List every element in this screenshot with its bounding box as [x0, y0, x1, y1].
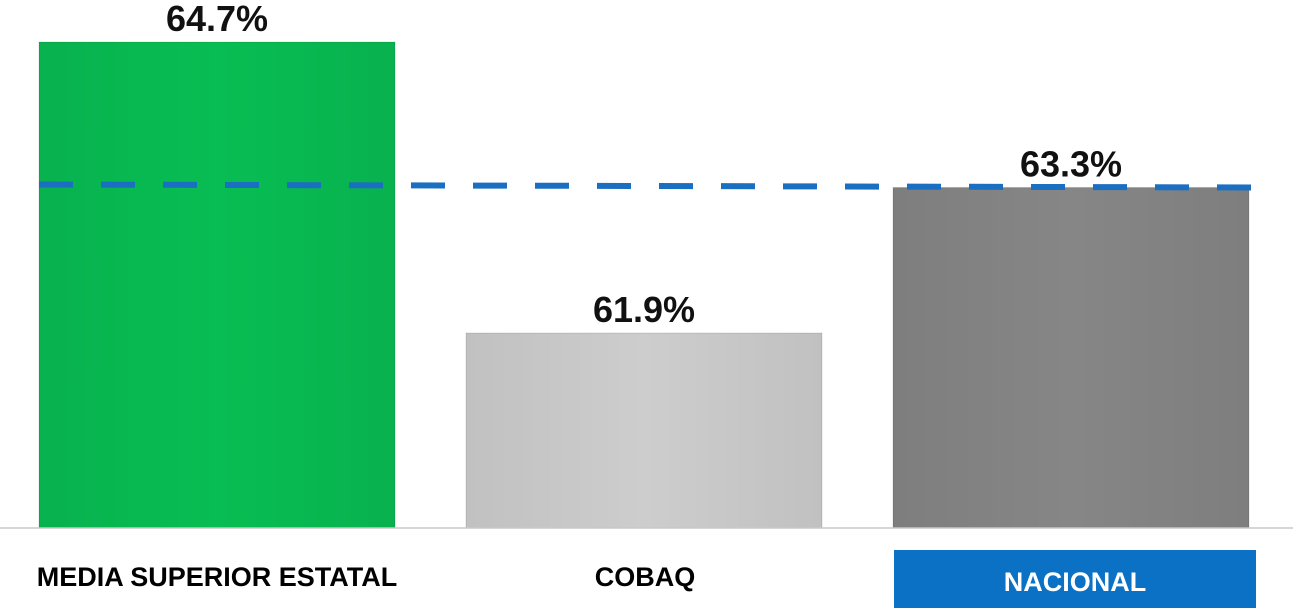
value-label-nacional: 63.3%: [1020, 144, 1122, 185]
value-label-cobaq: 61.9%: [593, 289, 695, 330]
category-label-nacional: NACIONAL: [1004, 567, 1147, 597]
bar-shading-nacional: [893, 187, 1249, 528]
category-highlight-box: [894, 550, 1256, 608]
category-label-cobaq: COBAQ: [595, 562, 696, 592]
category-label-media-superior-estatal: MEDIA SUPERIOR ESTATAL: [37, 562, 398, 592]
bar-shading-cobaq: [466, 333, 822, 528]
bar-shading-media-superior-estatal: [39, 42, 395, 528]
bars-layer: [38, 41, 1250, 529]
reference-line-layer: [38, 181, 1255, 191]
value-label-media-superior-estatal: 64.7%: [166, 0, 268, 39]
reference-line: [38, 181, 1255, 191]
labels-layer: 64.7% MEDIA SUPERIOR ESTATAL 61.9% COBAQ 63.…: [37, 0, 1256, 608]
